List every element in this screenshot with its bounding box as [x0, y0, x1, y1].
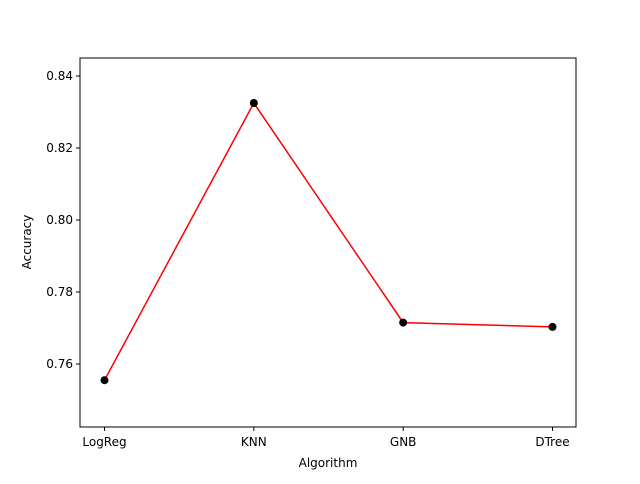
x-tick-label: GNB — [390, 435, 417, 449]
y-axis: 0.76 0.78 0.80 0.82 0.84 — [46, 69, 80, 371]
y-tick-label: 0.76 — [46, 357, 73, 371]
x-axis-label: Algorithm — [299, 456, 358, 470]
data-point — [399, 318, 408, 327]
series-line — [103, 101, 553, 381]
x-tick-label: DTree — [535, 435, 569, 449]
y-tick-label: 0.82 — [46, 141, 73, 155]
x-tick-label: LogReg — [82, 435, 126, 449]
x-axis: LogReg KNN GNB DTree — [82, 427, 570, 449]
data-point — [249, 99, 258, 107]
y-axis-label: Accuracy — [20, 215, 34, 270]
y-tick-label: 0.78 — [46, 285, 73, 299]
plot-area-border — [79, 57, 577, 428]
data-point — [548, 322, 557, 331]
x-tick-label: KNN — [241, 435, 267, 449]
series-layer — [100, 99, 557, 385]
y-tick-label: 0.80 — [46, 213, 73, 227]
y-tick-label: 0.84 — [46, 69, 73, 83]
data-point — [100, 376, 109, 385]
